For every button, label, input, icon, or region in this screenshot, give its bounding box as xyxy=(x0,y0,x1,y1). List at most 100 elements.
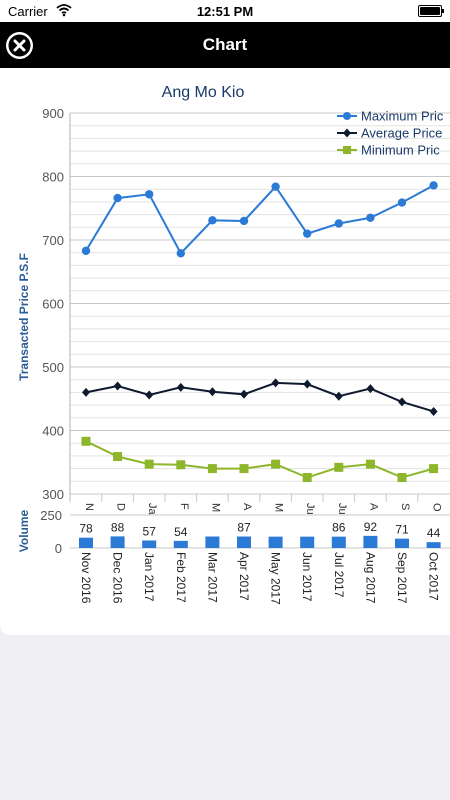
legend-label: Average Price xyxy=(361,126,442,141)
legend: Maximum Pric Average Price Minimum Pric xyxy=(337,109,444,158)
legend-item: Maximum Pric xyxy=(337,109,444,124)
volume-data-label: 57 xyxy=(143,524,157,538)
x-tick-label-short: M xyxy=(273,503,285,512)
x-tick-label-short: S xyxy=(399,503,411,510)
x-tick-label: Nov 2016 xyxy=(79,552,93,604)
volume-bar xyxy=(395,538,409,548)
volume-bar xyxy=(268,536,283,548)
volume-panel: Volume 0 250 78 88 57 54 87 86 92 71 44 xyxy=(17,508,450,556)
data-point xyxy=(113,193,122,203)
data-point xyxy=(271,459,281,469)
status-time: 12:51 PM xyxy=(196,4,254,19)
legend-label: Minimum Pric xyxy=(361,143,440,158)
chart-card: Ang Mo Kio Transacted Price P.S.F 300 400… xyxy=(0,68,450,635)
y-tick-label: 500 xyxy=(42,360,64,375)
data-point xyxy=(365,459,375,469)
x-tick-label: Aug 2017 xyxy=(363,552,377,604)
data-point xyxy=(397,472,407,482)
series-markers xyxy=(81,181,439,482)
volume-bar xyxy=(79,537,93,548)
volume-bar xyxy=(426,542,441,548)
volume-data-label: 87 xyxy=(237,521,251,535)
data-point xyxy=(240,389,248,399)
data-point xyxy=(398,397,406,407)
data-point xyxy=(113,452,123,462)
volume-bar xyxy=(142,540,157,548)
volume-data-label: 71 xyxy=(395,523,409,537)
data-point xyxy=(208,216,217,225)
data-point xyxy=(366,384,375,394)
volume-bar xyxy=(173,540,188,548)
grid-lines xyxy=(69,112,450,502)
x-tick-label: Dec 2016 xyxy=(111,552,125,604)
x-tick-label-short: N xyxy=(83,503,95,511)
x-tick-label: Jan 2017 xyxy=(142,552,156,602)
volume-data-label: 78 xyxy=(79,522,93,536)
nav-bar: Chart xyxy=(0,22,450,68)
data-point xyxy=(302,472,312,482)
x-tick-label: Sep 2017 xyxy=(395,552,409,604)
data-point xyxy=(113,381,122,391)
data-point xyxy=(334,462,344,472)
x-tick-label-short: O xyxy=(431,503,443,512)
data-point xyxy=(81,246,91,255)
legend-item: Minimum Pric xyxy=(337,143,440,158)
volume-tick-label: 0 xyxy=(55,541,62,556)
x-tick-label-short: A xyxy=(241,503,253,511)
series-line xyxy=(85,381,434,413)
y-tick-label: 800 xyxy=(42,170,64,185)
legend-marker xyxy=(343,112,351,120)
data-point xyxy=(366,213,375,222)
data-point xyxy=(239,464,249,474)
volume-bar xyxy=(363,535,378,548)
series-lines xyxy=(85,184,435,479)
x-tick-label-short: Ju xyxy=(304,503,316,515)
x-tick-label-short: Ju xyxy=(336,503,348,515)
volume-bar xyxy=(205,536,220,548)
x-tick-label-short: A xyxy=(367,503,379,511)
y-tick-labels: 300 400 500 600 700 800 900 xyxy=(42,106,64,502)
x-tick-label: Feb 2017 xyxy=(174,552,188,603)
chart-title: Ang Mo Kio xyxy=(162,84,245,101)
volume-bar xyxy=(237,536,251,548)
x-tick-label-short: D xyxy=(115,503,127,511)
data-point xyxy=(81,436,91,446)
x-tick-labels: N D Ja F M A M Ju Ju A S O Nov 2016 Dec 2016 Jan 2017 F… xyxy=(79,503,443,605)
data-point xyxy=(82,387,90,397)
legend-item: Average Price xyxy=(337,126,442,141)
data-point xyxy=(334,219,343,228)
data-point xyxy=(303,229,312,238)
volume-data-label: 54 xyxy=(174,525,188,539)
volume-bar xyxy=(110,536,125,548)
data-point xyxy=(429,406,438,416)
x-tick-label-short: F xyxy=(178,503,190,510)
data-point xyxy=(303,379,312,389)
volume-bar xyxy=(300,536,315,548)
x-tick-label: May 2017 xyxy=(269,552,283,605)
close-button[interactable] xyxy=(6,32,33,59)
x-tick-label-short: M xyxy=(209,503,221,512)
data-point xyxy=(144,459,154,469)
data-point xyxy=(176,249,185,258)
status-bar: Carrier 12:51 PM xyxy=(0,0,450,22)
data-point xyxy=(176,460,186,470)
volume-data-label: 86 xyxy=(332,521,346,535)
data-point xyxy=(397,198,407,207)
volume-axis-label: Volume xyxy=(17,509,31,552)
volume-data-label: 88 xyxy=(111,520,125,534)
legend-marker xyxy=(343,146,351,154)
y-tick-label: 600 xyxy=(42,297,64,312)
data-point xyxy=(334,391,343,401)
volume-tick-label: 250 xyxy=(40,508,62,523)
x-tick-label: Oct 2017 xyxy=(427,552,441,601)
carrier-label: Carrier xyxy=(8,4,48,19)
y-tick-label: 700 xyxy=(42,233,64,248)
data-point xyxy=(271,182,280,191)
series-line xyxy=(85,184,435,256)
x-tick-label: Jun 2017 xyxy=(300,552,314,602)
data-point xyxy=(429,464,439,474)
y-axis-label: Transacted Price P.S.F xyxy=(17,253,31,381)
x-tick-label: Apr 2017 xyxy=(237,552,251,601)
legend-label: Maximum Pric xyxy=(361,109,444,124)
y-tick-label: 400 xyxy=(42,424,64,439)
